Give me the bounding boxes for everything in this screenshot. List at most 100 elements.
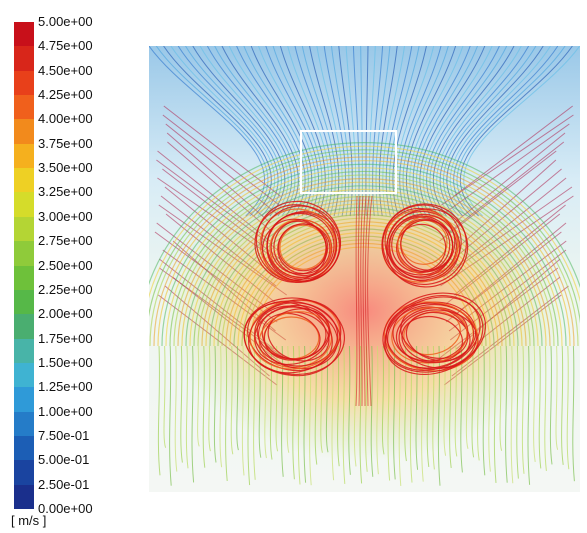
vortex-loop <box>243 297 346 376</box>
streamline <box>236 345 239 451</box>
streamline <box>297 345 301 485</box>
legend-tick-label: 0.00e+00 <box>38 501 93 516</box>
streamline <box>149 145 580 303</box>
legend-swatch <box>14 362 34 388</box>
streamline <box>303 345 307 483</box>
legend-swatch <box>14 192 34 218</box>
legend-tick-label: 4.25e+00 <box>38 87 93 103</box>
vortex-loop <box>254 304 331 366</box>
streamline <box>191 345 195 483</box>
streamline <box>360 195 364 407</box>
streamline <box>213 345 217 463</box>
legend-tick-label: 2.50e+00 <box>38 257 93 273</box>
streamline <box>286 345 290 453</box>
streamline <box>247 345 251 486</box>
streamline <box>482 345 486 476</box>
streamline <box>219 345 223 468</box>
streamline <box>521 345 525 474</box>
streamline <box>325 345 329 453</box>
streamline <box>185 345 189 469</box>
streamline <box>281 345 284 477</box>
streamline <box>544 345 547 471</box>
streamline <box>359 345 363 484</box>
legend-swatch <box>14 22 34 47</box>
streamline <box>355 195 358 407</box>
streamline <box>169 345 172 486</box>
lower-green-streamlines <box>157 345 575 487</box>
streamline <box>362 195 367 407</box>
legend-tick-label: 7.50e-01 <box>38 427 90 443</box>
legend-swatch <box>14 435 34 461</box>
legend-swatch <box>14 168 34 193</box>
legend-tick-label: 1.25e+00 <box>38 379 93 395</box>
streamline <box>381 345 385 455</box>
highlight-box <box>300 130 397 194</box>
legend-swatch <box>14 460 34 486</box>
vortex-streamlines <box>243 195 487 407</box>
streamline <box>357 195 361 407</box>
streamline <box>555 345 559 450</box>
legend-swatch <box>14 143 34 169</box>
vortex-loop <box>382 204 462 281</box>
streamline <box>499 345 503 451</box>
legend-tick-label: 2.00e+00 <box>38 306 93 322</box>
vortex-loop <box>405 311 471 362</box>
streamline <box>404 345 407 462</box>
streamline <box>572 345 575 482</box>
streamline <box>527 345 531 485</box>
streamline <box>398 345 402 487</box>
streamline <box>157 345 161 476</box>
vortex-loop <box>381 203 467 286</box>
legend-tick-label: 1.75e+00 <box>38 330 93 346</box>
streamline <box>449 345 452 469</box>
legend-tick-label: 1.50e+00 <box>38 354 93 370</box>
streamline <box>225 345 228 482</box>
legend-swatch <box>14 95 34 120</box>
streamline <box>465 345 469 449</box>
streamline <box>510 345 514 484</box>
vortex-loop <box>395 223 447 272</box>
legend-tick-label: 4.00e+00 <box>38 111 93 127</box>
streamline <box>342 345 346 484</box>
legend-swatch <box>14 387 34 413</box>
legend-swatch <box>14 46 34 72</box>
legend-tick-label: 1.00e+00 <box>38 403 93 419</box>
legend-swatch <box>14 70 34 96</box>
streamline <box>174 345 178 472</box>
streamline <box>477 345 480 461</box>
streamline <box>376 345 379 475</box>
legend-tick-label: 5.00e-01 <box>38 452 90 468</box>
streamline <box>163 345 167 448</box>
legend-swatch <box>14 216 34 242</box>
legend-tick-label: 3.75e+00 <box>38 135 93 151</box>
streamline <box>292 345 295 480</box>
vortex-loop <box>382 292 487 373</box>
legend-tick-label: 3.50e+00 <box>38 160 93 176</box>
vortex-loop <box>255 200 342 283</box>
legend-swatch <box>14 241 34 266</box>
legend-tick-label: 3.25e+00 <box>38 184 93 200</box>
legend-swatch <box>14 484 34 510</box>
streamline-plot <box>149 46 580 492</box>
streamline <box>253 345 256 480</box>
streamline <box>197 345 200 447</box>
legend-swatch <box>14 338 34 364</box>
streamline <box>533 345 536 463</box>
streamline <box>208 345 211 452</box>
streamline <box>309 345 312 486</box>
legend-tick-label: 4.50e+00 <box>38 62 93 78</box>
streamline <box>230 345 234 455</box>
streamline <box>149 142 580 289</box>
streamline <box>409 345 413 483</box>
streamline <box>538 345 542 469</box>
streamline <box>364 195 370 407</box>
vortex-loop <box>395 307 469 362</box>
legend-tick-label: 2.50e-01 <box>38 476 90 492</box>
vortex-loop <box>384 295 481 371</box>
streamline <box>258 345 262 458</box>
streamline <box>505 345 508 483</box>
legend-swatch <box>14 314 34 340</box>
legend-tick-label: 2.25e+00 <box>38 281 93 297</box>
streamline <box>493 345 497 483</box>
